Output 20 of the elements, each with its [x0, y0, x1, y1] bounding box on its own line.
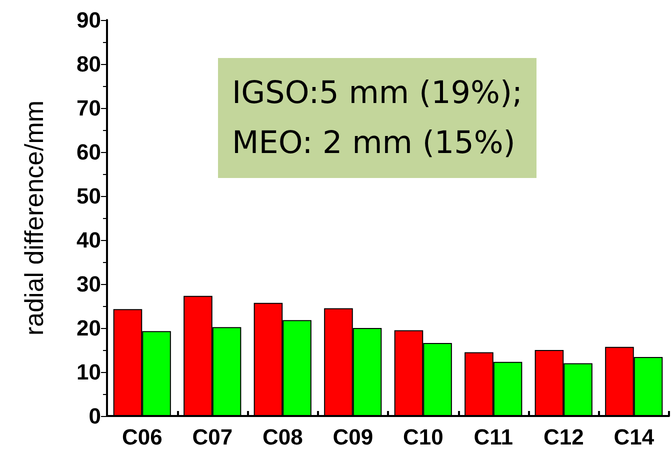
y-tick-label: 30 — [76, 272, 101, 296]
annotation: IGSO:5 mm (19%); MEO: 2 mm (15%) — [232, 75, 523, 161]
y-tick-label: 40 — [76, 228, 101, 252]
y-tick-label: 60 — [76, 140, 101, 164]
y-tick-label: 0 — [88, 404, 101, 428]
x-tick-label: C10 — [402, 424, 444, 450]
y-axis-title: radial difference/mm — [19, 100, 49, 336]
y-tick-label: 10 — [76, 360, 101, 384]
x-tick-label: C07 — [192, 424, 233, 450]
x-tick-label: C09 — [332, 424, 374, 450]
y-tick-label: 70 — [76, 96, 101, 120]
x-tick-label: C11 — [474, 424, 513, 450]
x-tick-label: C12 — [543, 424, 584, 450]
y-tick-label: 80 — [76, 52, 101, 76]
x-tick-label: C06 — [122, 424, 162, 450]
x-tick-label: C14 — [614, 424, 655, 450]
y-tick-label: 90 — [76, 8, 101, 32]
x-tick-label: C08 — [262, 424, 303, 450]
y-tick-label: 20 — [76, 316, 101, 340]
y-tick-label: 50 — [76, 184, 101, 208]
